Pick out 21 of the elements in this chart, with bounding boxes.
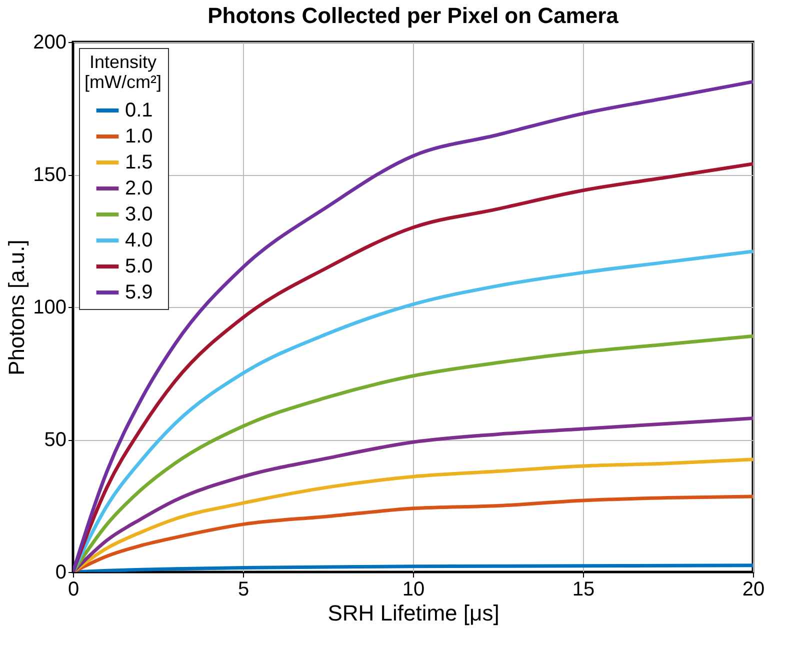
chart-title: Photons Collected per Pixel on Camera: [208, 3, 620, 28]
y-tick-label: 50: [44, 429, 66, 451]
legend-label: 5.9: [125, 282, 153, 304]
legend-label: 3.0: [125, 204, 153, 226]
x-axis-title: SRH Lifetime [μs]: [328, 600, 500, 626]
legend-title: Intensity [mW/cm²]: [84, 52, 162, 92]
y-tick-label: 150: [33, 164, 66, 186]
y-tick-label: 200: [33, 32, 66, 54]
x-tick-label: 20: [742, 578, 765, 600]
legend-label: 0.1: [125, 100, 153, 122]
x-tick-label: 5: [238, 578, 250, 600]
y-axis-title: Photons [a.u.]: [4, 240, 30, 376]
legend-label: 2.0: [125, 178, 153, 200]
y-tick-label: 100: [33, 296, 66, 318]
y-tick-label: 0: [55, 562, 66, 584]
legend-label: 4.0: [125, 230, 153, 252]
legend-label: 1.0: [125, 126, 153, 148]
legend-label: 5.0: [125, 256, 153, 278]
x-tick-label: 10: [402, 578, 425, 600]
x-tick-label: 15: [572, 578, 595, 600]
legend-label: 1.5: [125, 152, 153, 174]
